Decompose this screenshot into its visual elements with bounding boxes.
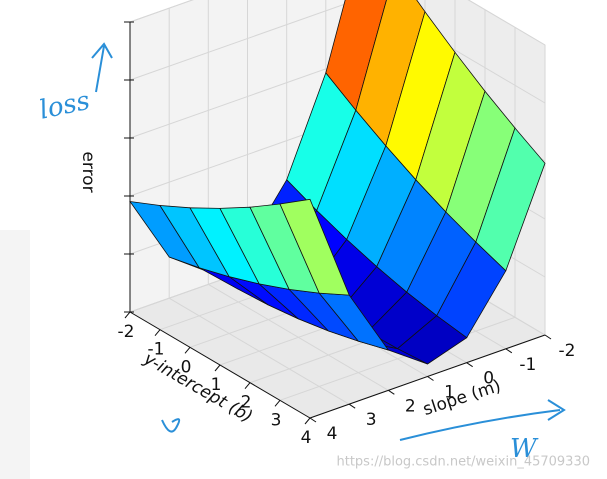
x-tick-label: -1 (519, 355, 536, 375)
y-tick-label: 3 (271, 410, 282, 430)
x-tick-label: 0 (483, 369, 494, 389)
y-tick-label: -2 (118, 322, 135, 342)
x-tick (544, 334, 552, 340)
hand-arrow (399, 399, 566, 441)
grid-line (129, 0, 546, 46)
z-axis-label: error (78, 151, 98, 192)
surface-face (279, 198, 350, 296)
watermark: https://blog.csdn.net/weixin_45709330 (336, 455, 590, 470)
y-tick-label: 0 (181, 357, 192, 377)
x-tick-label: -2 (559, 341, 576, 361)
x-tick (348, 403, 356, 409)
axis-line (309, 334, 546, 419)
y-tick (244, 382, 251, 389)
x-tick (427, 376, 434, 381)
x-tick (388, 389, 395, 395)
y-tick (274, 400, 281, 407)
axis-line (129, 311, 311, 419)
y-tick (154, 329, 161, 336)
grid-line (279, 27, 516, 401)
x-tick-label: 1 (444, 383, 455, 403)
x-tick (466, 362, 473, 368)
y-tick-label: 4 (301, 428, 312, 448)
x-tick-label: 3 (366, 410, 377, 430)
x-tick (505, 348, 513, 354)
y-tick-label: 1 (211, 375, 222, 395)
hand-arrow (91, 42, 113, 93)
y-tick (214, 364, 221, 372)
side-strip (0, 230, 30, 479)
x-tick-label: 4 (327, 424, 338, 444)
surface (129, 0, 546, 365)
x-tick (309, 417, 317, 423)
x-tick-label: 2 (405, 396, 416, 416)
y-tick (184, 347, 191, 354)
y-tick-label: 2 (241, 393, 252, 413)
y-tick (304, 417, 311, 425)
hand-scribble (161, 418, 181, 433)
y-tick-label: -1 (148, 340, 165, 360)
annotation: W (510, 434, 539, 464)
y-tick (124, 311, 131, 319)
